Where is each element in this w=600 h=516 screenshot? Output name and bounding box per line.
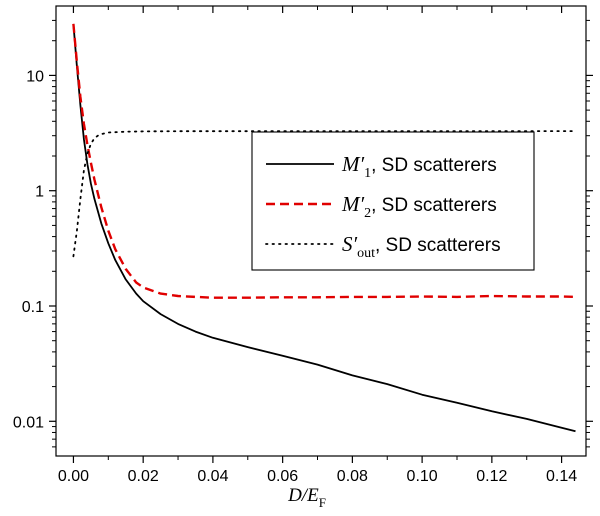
x-tick-label: 0.04 — [197, 468, 228, 485]
series-line-3 — [72, 130, 577, 258]
plot-frame — [55, 5, 587, 457]
legend: M′1, SD scatterers M′2, SD scatterers S′ou… — [251, 131, 535, 271]
series-layer — [72, 23, 577, 433]
y-tick-label: 0.01 — [13, 414, 44, 431]
x-tick-label: 0.14 — [546, 468, 577, 485]
x-axis-label: D/EF — [287, 485, 326, 510]
series-line-1 — [72, 23, 576, 433]
x-tick-label: 0.10 — [407, 468, 438, 485]
legend-label-1: M′1, SD scatterers — [341, 152, 497, 181]
y-tick-label: 1 — [35, 184, 44, 201]
y-axis-ticks: 0.01 0.1 1 10 — [13, 19, 593, 448]
plot-area-border — [55, 5, 587, 457]
x-axis-ticks: 0.00 0.02 0.04 0.06 0.08 0.10 0.12 0.14 — [58, 6, 577, 485]
x-axis-title: D/EF — [287, 485, 326, 510]
y-tick-label: 0.1 — [22, 299, 44, 316]
legend-label-3: S′out, SD scatterers — [342, 232, 501, 261]
legend-box — [251, 131, 535, 271]
x-tick-label: 0.08 — [337, 468, 368, 485]
x-tick-label: 0.12 — [476, 468, 507, 485]
x-tick-label: 0.00 — [58, 468, 89, 485]
x-tick-label: 0.02 — [128, 468, 159, 485]
x-tick-label: 0.06 — [267, 468, 298, 485]
legend-label-2: M′2, SD scatterers — [341, 192, 497, 221]
y-tick-label: 10 — [26, 68, 44, 85]
series-line-2 — [72, 23, 576, 299]
